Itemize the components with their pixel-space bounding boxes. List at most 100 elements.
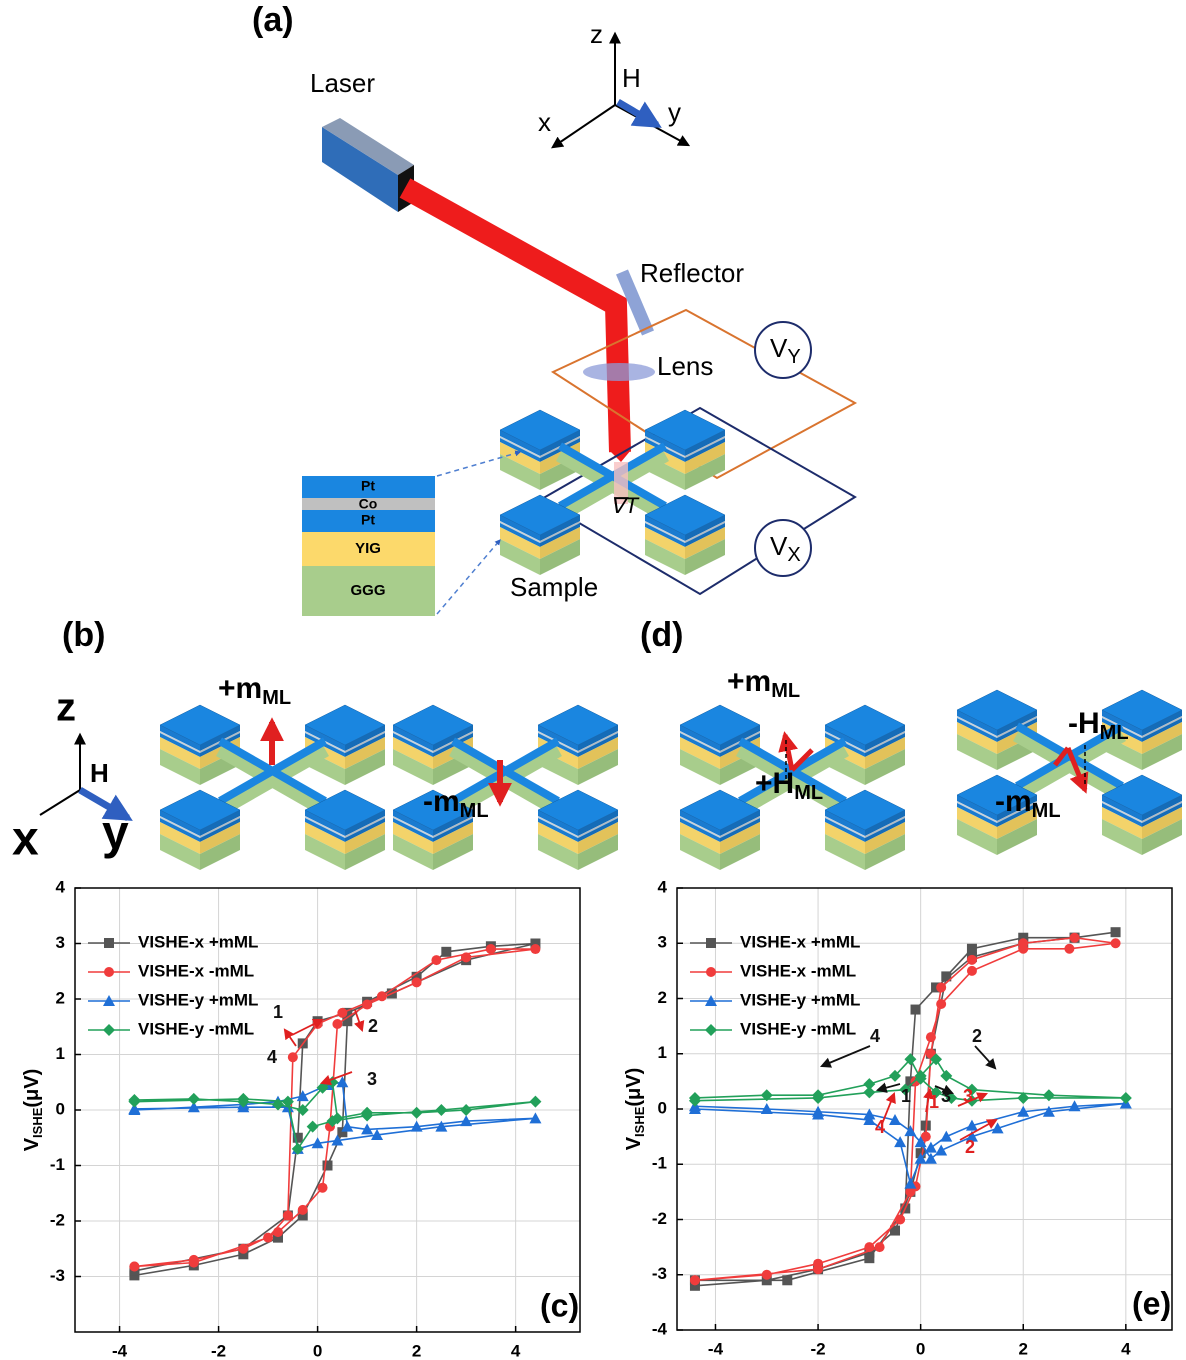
y-tick-label: -4 xyxy=(652,1319,668,1338)
annotation: 1 xyxy=(273,1002,283,1022)
y-tick-label: 0 xyxy=(56,1099,65,1118)
layer-label: YIG xyxy=(355,540,381,557)
figure: (a) z H y x Laser Reflector Lens ∇T VY V… xyxy=(0,0,1186,1360)
layer-stack xyxy=(302,452,520,616)
y-tick-label: 2 xyxy=(56,988,65,1007)
marker xyxy=(323,1161,333,1171)
layer-label: GGG xyxy=(350,582,385,599)
x-tick-label: 2 xyxy=(1019,1339,1028,1358)
marker xyxy=(283,1210,293,1220)
marker xyxy=(318,1183,328,1193)
annotation: 1 xyxy=(929,1092,939,1112)
marker xyxy=(864,1242,874,1252)
marker xyxy=(431,955,441,965)
annotation: 4 xyxy=(875,1117,885,1137)
marker xyxy=(332,1019,342,1029)
x-tick-label: 0 xyxy=(916,1339,925,1358)
annotation: 4 xyxy=(870,1026,880,1046)
marker xyxy=(273,1227,283,1237)
y-tick-label: 4 xyxy=(56,877,66,896)
y-label-rest: (μV) xyxy=(21,1069,43,1108)
annotation: 3 xyxy=(963,1086,973,1106)
panel-label: (c) xyxy=(540,1287,579,1323)
x-tick-label: -2 xyxy=(810,1339,825,1358)
marker xyxy=(238,1244,248,1254)
marker xyxy=(1070,933,1080,943)
marker xyxy=(1111,927,1121,937)
layer-label: Pt xyxy=(361,512,375,528)
marker xyxy=(864,1253,874,1263)
panel-label: (d) xyxy=(640,616,683,654)
marker xyxy=(337,1008,347,1018)
marker xyxy=(189,1258,199,1268)
annotation: 2 xyxy=(972,1026,982,1046)
chart: -4-2024-4-3-2-101234H (Oe)VISHE(μV)(e)VI… xyxy=(623,877,1172,1360)
laser-beam xyxy=(405,188,620,452)
marker xyxy=(1111,938,1121,948)
panel-label: (b) xyxy=(62,616,105,654)
marker xyxy=(486,944,496,954)
x-tick-label: 0 xyxy=(313,1341,322,1360)
axis-y: y xyxy=(102,807,129,860)
axis-z: z xyxy=(56,686,76,730)
panel-label: (e) xyxy=(1132,1285,1171,1321)
legend-label: VISHE-x +mML xyxy=(138,932,258,951)
y-label-main: V xyxy=(21,1137,43,1151)
annotation: 4 xyxy=(267,1047,277,1067)
y-tick-label: 3 xyxy=(56,933,65,952)
axes-b xyxy=(40,735,128,818)
sample-label: Sample xyxy=(510,572,598,602)
legend-label: VISHE-x +mML xyxy=(740,932,860,951)
marker xyxy=(1018,944,1028,954)
legend-label: VISHE-y +mML xyxy=(138,990,258,1009)
legend-marker xyxy=(104,967,114,977)
axis-x: x xyxy=(12,813,39,866)
y-tick-label: 1 xyxy=(56,1044,65,1063)
m-label: -mML xyxy=(995,785,1061,822)
axes-a xyxy=(553,34,688,147)
marker xyxy=(690,1275,700,1285)
legend-label: VISHE-y -mML xyxy=(740,1019,856,1038)
y-tick-label: -1 xyxy=(652,1154,667,1173)
y-tick-label: 3 xyxy=(658,933,667,952)
marker xyxy=(377,991,387,1001)
x-tick-label: 4 xyxy=(511,1341,521,1360)
marker xyxy=(911,1005,921,1015)
marker xyxy=(936,982,946,992)
y-tick-label: 0 xyxy=(658,1098,667,1117)
x-tick-label: 4 xyxy=(1121,1339,1131,1358)
y-label-rest: (μV) xyxy=(623,1068,645,1107)
y-label-main: V xyxy=(623,1136,645,1150)
marker xyxy=(967,955,977,965)
axis-x: x xyxy=(538,107,551,137)
layer-label: Pt xyxy=(361,478,375,494)
legend-marker xyxy=(104,938,114,948)
y-tick-label: -3 xyxy=(652,1264,667,1283)
axis-h: H xyxy=(622,63,641,93)
marker xyxy=(441,947,451,957)
marker xyxy=(895,1215,905,1225)
y-tick-label: 4 xyxy=(658,877,668,896)
panel-label: (a) xyxy=(252,1,294,39)
m-label: +mML xyxy=(218,672,291,709)
x-tick-label: 2 xyxy=(412,1341,421,1360)
reflector-label: Reflector xyxy=(640,258,744,288)
x-tick-label: -2 xyxy=(211,1341,226,1360)
axis-z: z xyxy=(590,19,603,49)
axis-y: y xyxy=(668,97,681,127)
legend-label: VISHE-y -mML xyxy=(138,1019,254,1038)
marker xyxy=(1064,944,1074,954)
y-axis-label: VISHE(μV) xyxy=(21,1069,45,1152)
y-tick-label: 2 xyxy=(658,988,667,1007)
lens-label: Lens xyxy=(657,351,713,381)
lens xyxy=(583,363,655,381)
layer-label: Co xyxy=(359,496,378,512)
annotation: 2 xyxy=(965,1137,975,1157)
marker xyxy=(967,966,977,976)
marker xyxy=(362,1000,372,1010)
y-tick-label: 1 xyxy=(658,1043,667,1062)
laser-label: Laser xyxy=(310,68,375,98)
marker xyxy=(412,977,422,987)
marker xyxy=(782,1275,792,1285)
